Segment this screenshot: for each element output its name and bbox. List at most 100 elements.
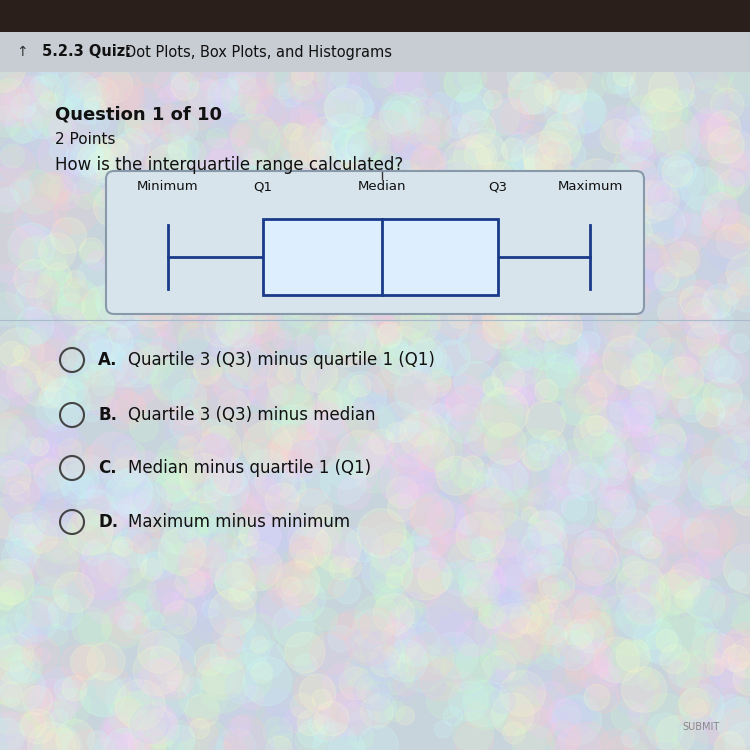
Circle shape (22, 636, 58, 673)
Circle shape (634, 380, 670, 416)
Circle shape (733, 662, 750, 695)
Circle shape (523, 445, 550, 471)
Circle shape (195, 436, 234, 476)
Circle shape (260, 83, 302, 124)
Circle shape (239, 526, 260, 545)
Circle shape (459, 469, 484, 494)
Circle shape (380, 326, 429, 376)
Circle shape (501, 100, 534, 134)
Circle shape (34, 458, 67, 491)
Circle shape (117, 268, 166, 317)
Circle shape (650, 356, 693, 400)
Circle shape (140, 628, 162, 650)
Circle shape (537, 308, 569, 340)
Circle shape (436, 500, 454, 517)
Circle shape (181, 454, 230, 503)
Circle shape (180, 407, 199, 425)
Circle shape (254, 248, 280, 274)
Circle shape (392, 113, 439, 160)
Circle shape (231, 604, 274, 647)
Text: B.: B. (98, 406, 117, 424)
Circle shape (76, 388, 104, 416)
Circle shape (548, 699, 580, 731)
Circle shape (108, 482, 154, 528)
Circle shape (383, 344, 400, 360)
Circle shape (674, 211, 690, 227)
Circle shape (66, 140, 104, 177)
Circle shape (442, 266, 461, 285)
Circle shape (388, 419, 433, 464)
Circle shape (591, 226, 629, 264)
Circle shape (290, 124, 334, 168)
Circle shape (450, 424, 486, 460)
Circle shape (626, 401, 656, 431)
Circle shape (632, 351, 662, 381)
Circle shape (389, 427, 435, 472)
Circle shape (569, 203, 610, 244)
Circle shape (80, 147, 118, 184)
Circle shape (70, 58, 112, 100)
Circle shape (442, 560, 478, 596)
Circle shape (358, 170, 380, 192)
Circle shape (14, 196, 58, 241)
Circle shape (484, 90, 502, 109)
Circle shape (553, 662, 586, 694)
Circle shape (266, 465, 300, 500)
Circle shape (192, 608, 225, 641)
Circle shape (296, 188, 337, 230)
Circle shape (513, 594, 554, 634)
Circle shape (449, 93, 488, 132)
FancyBboxPatch shape (106, 171, 644, 314)
Circle shape (152, 580, 185, 615)
Circle shape (22, 686, 53, 716)
Circle shape (710, 88, 744, 122)
Circle shape (15, 377, 32, 394)
Circle shape (568, 198, 604, 234)
Circle shape (544, 329, 589, 374)
Circle shape (476, 174, 517, 215)
Circle shape (447, 300, 488, 341)
Circle shape (707, 658, 724, 676)
Circle shape (214, 561, 253, 599)
Circle shape (356, 433, 393, 470)
Circle shape (229, 493, 262, 526)
Circle shape (495, 238, 518, 262)
Circle shape (185, 307, 218, 339)
Circle shape (394, 67, 424, 98)
Circle shape (549, 464, 586, 500)
Circle shape (171, 69, 192, 89)
Circle shape (381, 588, 429, 636)
Circle shape (526, 708, 556, 737)
Circle shape (725, 401, 750, 443)
Bar (0, 32, 750, 72)
Circle shape (80, 158, 129, 207)
Circle shape (281, 286, 304, 309)
Circle shape (483, 308, 524, 349)
Circle shape (278, 110, 321, 153)
Circle shape (0, 430, 31, 476)
Circle shape (57, 281, 101, 326)
Circle shape (184, 416, 211, 442)
Circle shape (44, 262, 71, 290)
Circle shape (490, 663, 538, 712)
Circle shape (191, 573, 213, 595)
Circle shape (214, 464, 244, 496)
Circle shape (419, 560, 452, 594)
Circle shape (680, 523, 722, 565)
Circle shape (733, 433, 750, 460)
Circle shape (550, 590, 590, 630)
Circle shape (385, 622, 406, 644)
Circle shape (210, 534, 237, 561)
Circle shape (96, 68, 143, 116)
Circle shape (377, 322, 403, 347)
Circle shape (537, 60, 562, 86)
Circle shape (84, 514, 129, 560)
Circle shape (484, 100, 519, 136)
Circle shape (656, 368, 678, 392)
Circle shape (675, 442, 692, 460)
Circle shape (544, 91, 583, 130)
Text: Median minus quartile 1 (Q1): Median minus quartile 1 (Q1) (128, 459, 371, 477)
Circle shape (50, 142, 68, 160)
Circle shape (120, 692, 157, 728)
Circle shape (667, 563, 703, 599)
